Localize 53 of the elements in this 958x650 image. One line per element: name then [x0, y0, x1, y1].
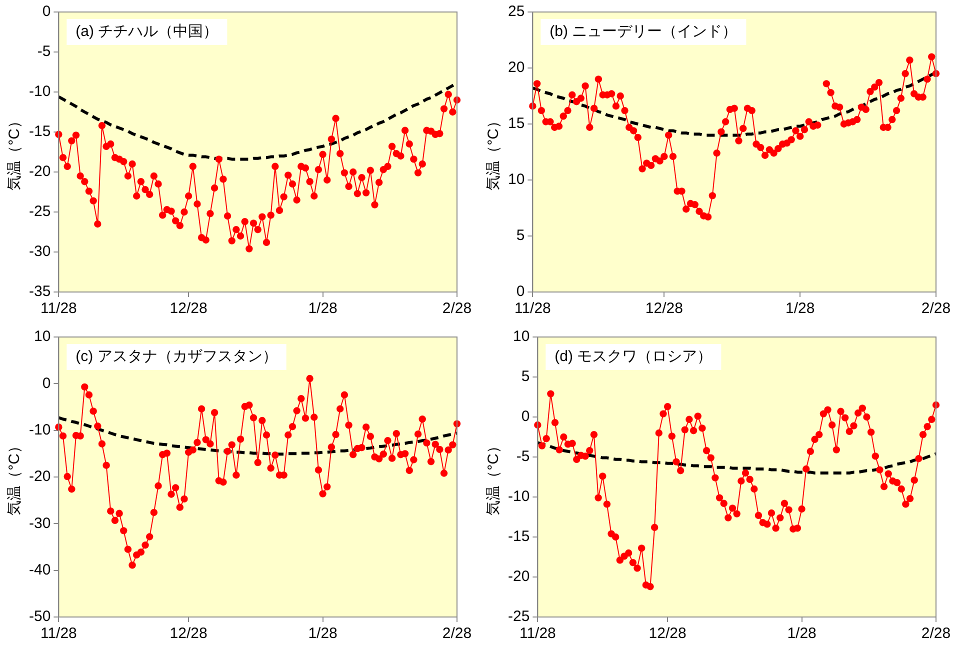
y-tick-label: 10 [34, 328, 51, 346]
y-tick-label: -25 [508, 608, 530, 626]
y-tick-label: 5 [516, 227, 525, 244]
y-tick-label: 15 [508, 115, 525, 132]
y-axis-title: 気温（°C） [6, 114, 24, 190]
y-tick-label: -5 [37, 43, 51, 60]
x-tick-label: 12/28 [170, 300, 208, 318]
x-tick-label: 1/28 [308, 625, 338, 642]
y-tick-label: -10 [28, 83, 51, 100]
y-tick-label: -50 [28, 608, 51, 626]
y-tick-label: -20 [28, 163, 51, 180]
y-tick-label: -25 [28, 203, 51, 220]
text: (a) チチハル（中国） [76, 23, 218, 40]
y-tick-label: 0 [42, 374, 51, 392]
y-tick-label: -20 [28, 468, 51, 486]
x-tick-label: 11/28 [40, 300, 77, 318]
y-tick-label: 10 [512, 328, 530, 346]
y-tick-label: 5 [521, 368, 530, 386]
x-tick-label: 2/28 [442, 625, 472, 642]
y-tick-label: -35 [28, 283, 51, 300]
y-axis-title: 気温（°C） [6, 438, 24, 516]
y-tick-label: -40 [28, 561, 51, 578]
text: (b) ニューデリー（インド） [550, 23, 738, 40]
y-tick-label: -5 [516, 448, 530, 466]
x-tick-label: 12/28 [648, 625, 686, 642]
x-tick-label: 11/28 [40, 625, 77, 642]
y-tick-label: -30 [28, 514, 51, 532]
x-tick-label: 11/28 [514, 300, 551, 318]
y-axis-title: 気温（°C） [485, 114, 502, 190]
x-tick-label: 1/28 [787, 625, 816, 642]
x-tick-label: 12/28 [645, 300, 683, 318]
y-axis-title: 気温（°C） [485, 438, 502, 516]
y-tick-label: 0 [516, 283, 525, 300]
text: (d) モスクワ（ロシア） [554, 348, 712, 366]
y-tick-label: 20 [508, 59, 525, 76]
y-tick-label: -10 [28, 421, 51, 438]
x-tick-label: 2/28 [442, 300, 472, 318]
x-tick-label: 1/28 [308, 300, 338, 318]
y-tick-label: 25 [508, 3, 525, 20]
y-tick-label: 0 [42, 3, 51, 20]
x-tick-label: 2/28 [921, 625, 951, 642]
y-tick-label: -15 [508, 528, 530, 546]
x-tick-label: 11/28 [519, 625, 556, 642]
text: (c) アスタナ（カザフスタン） [76, 348, 278, 366]
y-tick-label: -10 [508, 488, 530, 506]
x-tick-label: 2/28 [921, 300, 951, 318]
y-tick-label: 0 [521, 408, 530, 426]
y-tick-label: -15 [28, 123, 51, 140]
y-tick-label: 10 [508, 171, 525, 188]
x-tick-label: 1/28 [786, 300, 815, 318]
y-tick-label: -20 [508, 568, 530, 586]
x-tick-label: 12/28 [170, 625, 208, 642]
y-tick-label: -30 [28, 243, 51, 260]
